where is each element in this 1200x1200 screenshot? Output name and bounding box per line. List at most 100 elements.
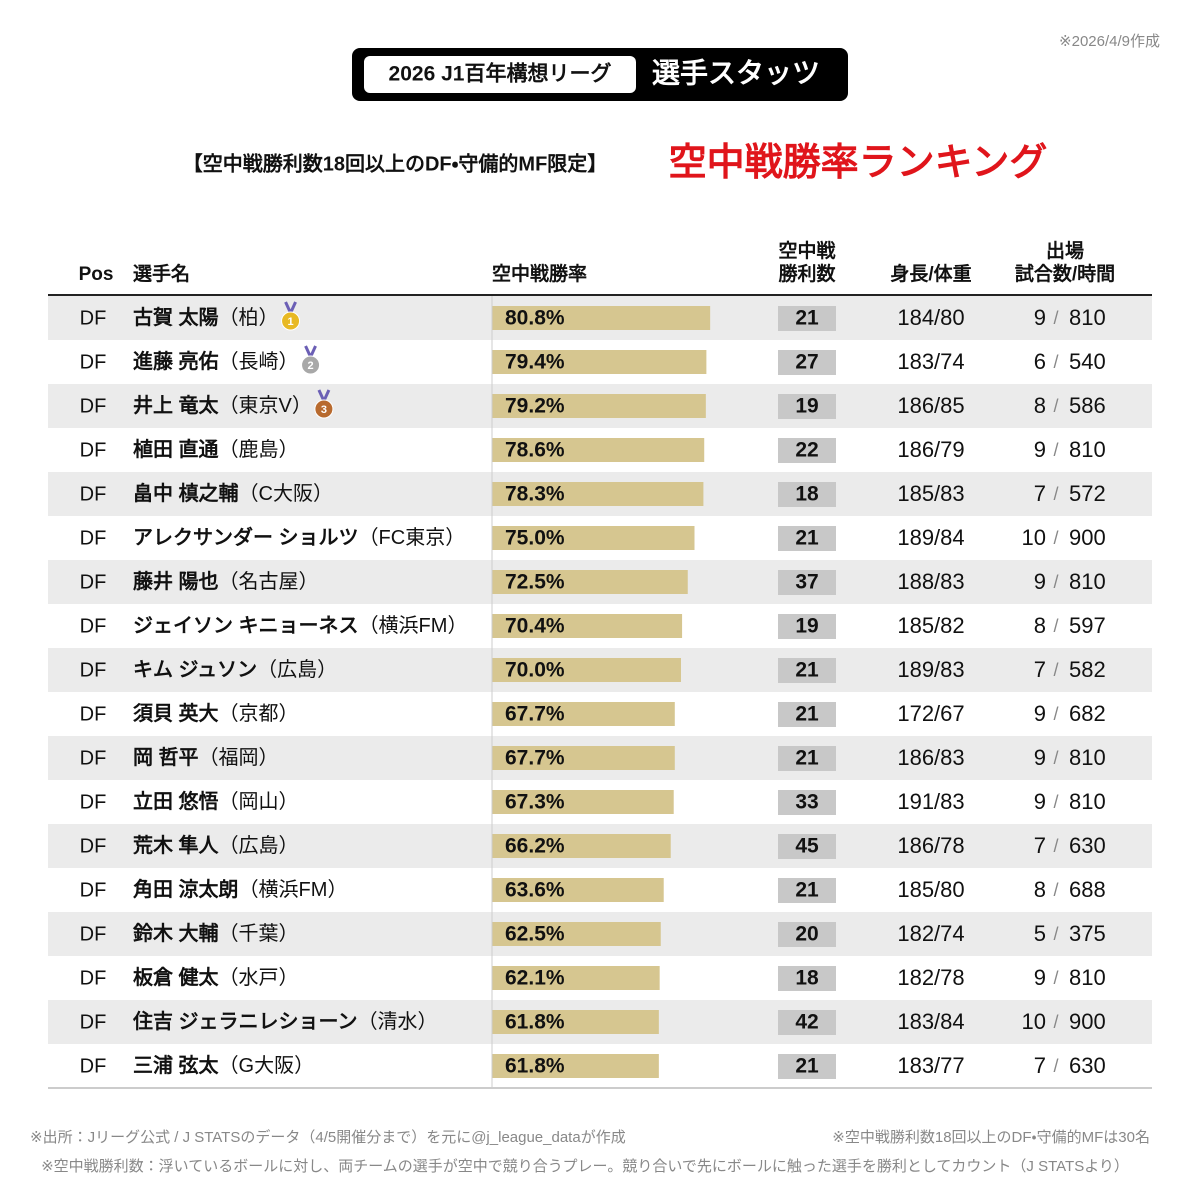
wins: 42: [795, 1011, 818, 1034]
wins-box: [778, 922, 836, 947]
separator: /: [1053, 528, 1058, 548]
player: 板倉 健太（水戸）: [133, 965, 299, 989]
separator: /: [1053, 660, 1058, 680]
wins-box: [778, 570, 836, 595]
rate-bar: [492, 306, 711, 330]
player-name: アレクサンダー ショルツ: [133, 525, 359, 549]
wins: 21: [795, 879, 819, 902]
wins: 27: [795, 351, 818, 374]
rate-bar: [492, 526, 695, 550]
wins: 20: [795, 923, 818, 946]
separator: /: [1053, 792, 1058, 812]
separator: /: [1053, 880, 1058, 900]
col-body: 身長/体重: [890, 262, 971, 285]
team: （G大阪）: [219, 1054, 315, 1077]
wins: 21: [795, 703, 819, 726]
medal-number: 3: [321, 404, 327, 416]
team: （東京V）: [219, 394, 312, 417]
team: （FC東京）: [359, 526, 466, 549]
body: 172/67: [897, 701, 964, 726]
rate-bar: [492, 350, 707, 374]
minutes: 597: [1069, 613, 1106, 638]
body: 183/84: [897, 1009, 964, 1034]
games: 7: [1034, 833, 1046, 858]
rate-label: 62.5%: [505, 923, 565, 946]
rate-label: 67.7%: [505, 747, 565, 770]
rate-label: 67.7%: [505, 703, 565, 726]
wins: 21: [795, 527, 819, 550]
body: 186/78: [897, 833, 964, 858]
player-name: 井上 竜太: [133, 393, 220, 417]
rate-bar: [492, 658, 681, 682]
wins-box: [778, 438, 836, 463]
minutes: 630: [1069, 833, 1106, 858]
rate-label: 62.1%: [505, 967, 565, 990]
rate-bar: [492, 922, 661, 946]
wins-box: [778, 878, 836, 903]
rate-label: 67.3%: [505, 791, 565, 814]
rate-label: 63.6%: [505, 879, 565, 902]
minutes: 810: [1069, 305, 1106, 330]
minutes: 810: [1069, 745, 1106, 770]
footnote: ※出所：Jリーグ公式 / J STATSのデータ（4/5開催分まで）を元に@j_…: [30, 1128, 626, 1146]
wins-box: [778, 1010, 836, 1035]
medal: [301, 355, 321, 375]
games: 10: [1022, 1009, 1046, 1034]
rate-bar: [492, 966, 660, 990]
separator: /: [1053, 968, 1058, 988]
separator: /: [1053, 352, 1058, 372]
player: 住吉 ジェラニレショーン（清水）: [132, 1009, 438, 1033]
pos: DF: [80, 1055, 107, 1077]
games: 9: [1034, 965, 1046, 990]
minutes: 540: [1069, 349, 1106, 374]
games: 9: [1034, 437, 1046, 462]
rate-bar: [492, 834, 671, 858]
pos: DF: [80, 747, 107, 769]
wins: 21: [795, 659, 819, 682]
team: （C大阪）: [239, 482, 333, 505]
ranking-title: 空中戦勝率ランキング: [669, 142, 1048, 184]
team: （横浜FM）: [239, 878, 348, 901]
player-name: 鈴木 大輔: [132, 921, 219, 945]
wins: 21: [795, 307, 819, 330]
rate-label: 70.0%: [505, 659, 565, 682]
minutes: 688: [1069, 877, 1106, 902]
wins: 45: [795, 835, 819, 858]
pos: DF: [80, 879, 107, 901]
wins: 22: [795, 439, 818, 462]
pos: DF: [80, 967, 107, 989]
rate-label: 70.4%: [505, 615, 565, 638]
minutes: 630: [1069, 1053, 1106, 1078]
pos: DF: [80, 1011, 107, 1033]
player-name: 藤井 陽也: [133, 569, 219, 593]
team: （広島）: [257, 658, 337, 681]
body: 185/83: [897, 481, 964, 506]
team: （清水）: [358, 1010, 438, 1033]
body: 191/83: [897, 789, 964, 814]
col-name: 選手名: [133, 262, 190, 285]
wins-box: [778, 614, 836, 639]
col-wins: 勝利数: [778, 262, 836, 285]
body: 186/83: [897, 745, 964, 770]
games: 10: [1022, 525, 1046, 550]
separator: /: [1053, 440, 1058, 460]
team: （福岡）: [199, 746, 279, 769]
separator: /: [1053, 308, 1058, 328]
rate-bar: [492, 1010, 659, 1034]
pos: DF: [80, 659, 107, 681]
rate-label: 80.8%: [505, 307, 565, 330]
body: 186/85: [897, 393, 964, 418]
minutes: 810: [1069, 789, 1106, 814]
player-name: 畠中 槙之輔: [133, 481, 239, 505]
separator: /: [1053, 396, 1058, 416]
rate-bar: [492, 438, 705, 462]
player-name: 板倉 健太: [133, 965, 220, 989]
pos: DF: [80, 351, 107, 373]
player: ジェイソン キニョーネス（横浜FM）: [133, 614, 467, 637]
wins-box: [778, 658, 836, 683]
minutes: 900: [1069, 1009, 1106, 1034]
team: （千葉）: [219, 922, 299, 945]
pos: DF: [80, 791, 107, 813]
body: 182/74: [897, 921, 964, 946]
player: キム ジュソン（広島）: [133, 658, 337, 681]
